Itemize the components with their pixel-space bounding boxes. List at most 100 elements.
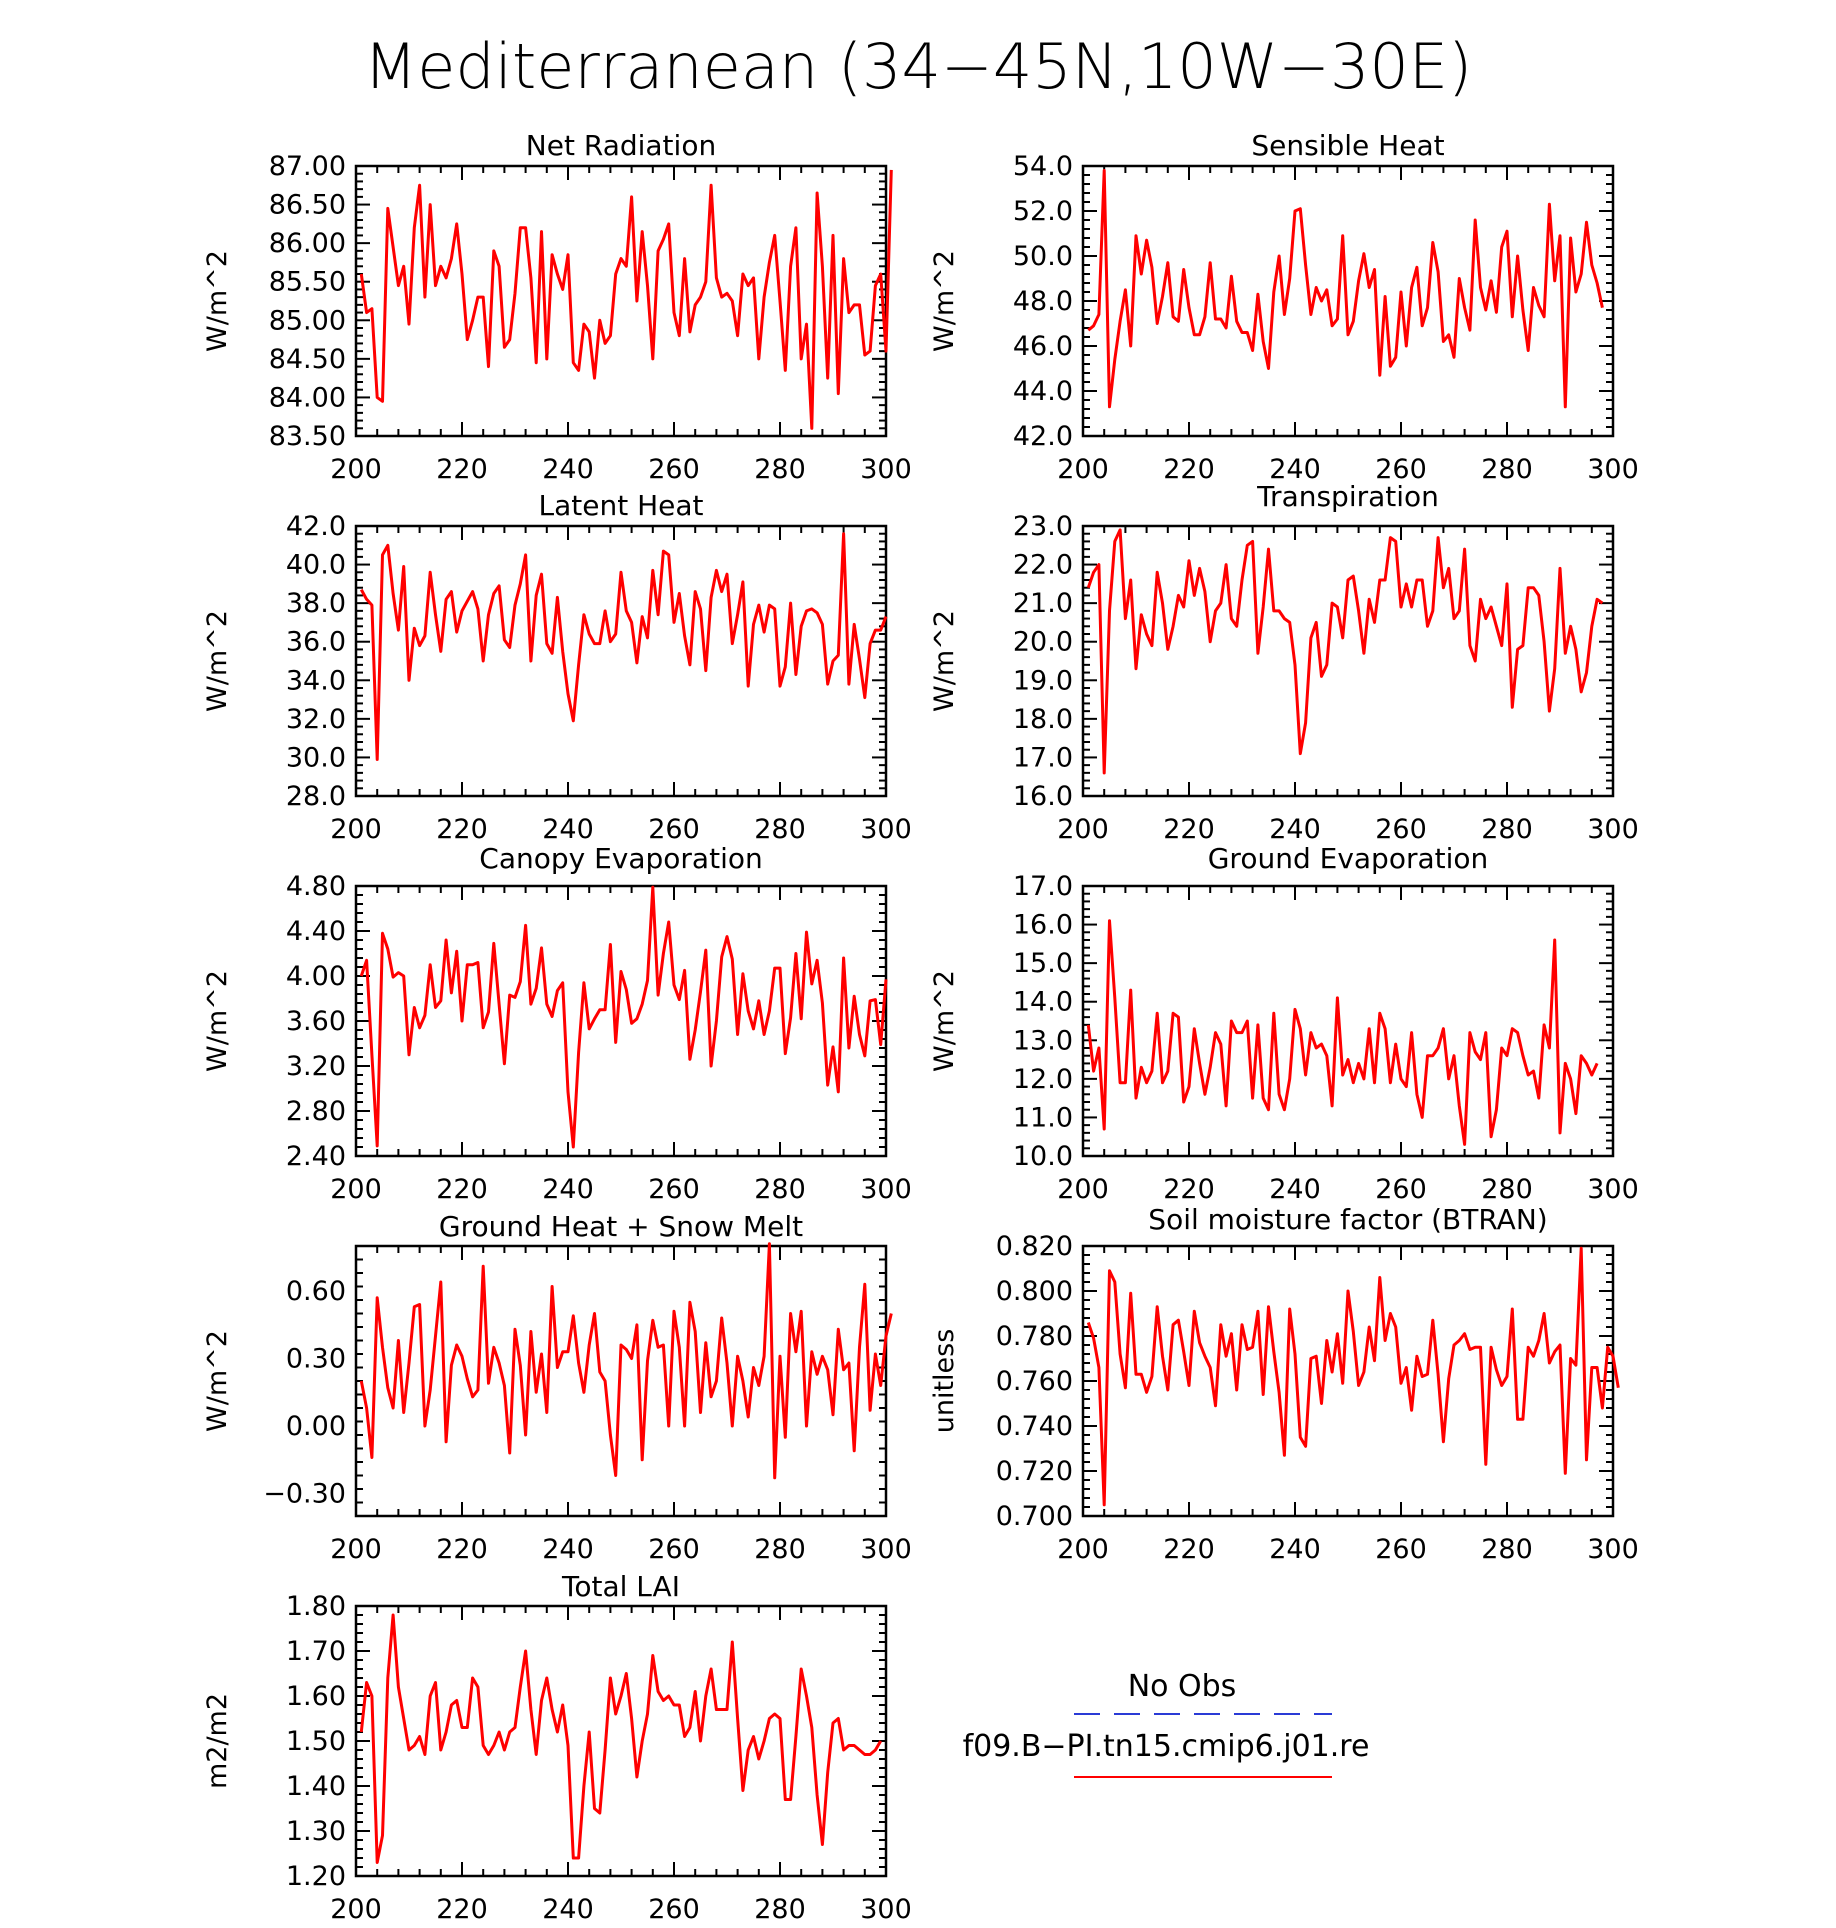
chart-panel: Soil moisture factor (BTRAN) 200 220 240 260…: [929, 1203, 1639, 1565]
y-tick-label: 3.60: [286, 1006, 346, 1037]
y-tick-label: 46.0: [1013, 331, 1073, 362]
x-tick-label: 300: [860, 454, 912, 485]
y-tick-label: 17.0: [1013, 871, 1073, 902]
x-tick-label: 240: [1269, 454, 1321, 485]
x-tick-label: 280: [1481, 1174, 1533, 1205]
x-tick-label: 260: [1375, 1534, 1427, 1565]
y-tick-label: 3.20: [286, 1051, 346, 1082]
x-tick-label: 280: [754, 1894, 806, 1925]
y-tick-label: 18.0: [1013, 704, 1073, 735]
y-tick-label: 2.40: [286, 1141, 346, 1172]
x-tick-label: 200: [1057, 1534, 1109, 1565]
y-tick-label: 44.0: [1013, 376, 1073, 407]
y-axis-label: W/m^2: [202, 610, 233, 712]
y-tick-label: 2.80: [286, 1096, 346, 1127]
y-tick-label: 22.0: [1013, 550, 1073, 581]
legend-label-model-run: f09.B−PI.tn15.cmip6.j01.re: [963, 1729, 1370, 1764]
page-title: Mediterranean (34−45N,10W−30E): [364, 30, 1473, 103]
x-tick-label: 220: [1163, 1174, 1215, 1205]
y-tick-label: 0.30: [286, 1344, 346, 1375]
x-tick-label: 300: [1587, 1174, 1639, 1205]
y-axis-label: W/m^2: [929, 610, 960, 712]
plot-frame: [1081, 884, 1615, 1158]
x-tick-label: 240: [1269, 1174, 1321, 1205]
series-line: [359, 1242, 893, 1480]
x-tick-label: 220: [436, 454, 488, 485]
y-tick-label: 84.00: [269, 382, 346, 413]
y-axis-label: W/m^2: [929, 970, 960, 1072]
y-tick-label: 1.60: [286, 1681, 346, 1712]
series-line: [1086, 919, 1599, 1146]
plot-frame: [1081, 1244, 1615, 1518]
chart-panel: Ground Heat + Snow Melt 200 220 240 260 280 30…: [202, 1210, 912, 1565]
y-tick-label: 50.0: [1013, 241, 1073, 272]
x-tick-label: 240: [542, 454, 594, 485]
x-tick-label: 280: [1481, 1534, 1533, 1565]
y-tick-label: 28.0: [286, 781, 346, 812]
chart-panel: Net Radiation 200 220 240 260 280 300 83.50 84.0…: [202, 129, 912, 485]
x-tick-label: 260: [1375, 1174, 1427, 1205]
panel-title: Transpiration: [1256, 480, 1439, 513]
y-tick-label: 1.50: [286, 1726, 346, 1757]
y-tick-label: 1.80: [286, 1591, 346, 1622]
y-tick-label: 16.0: [1013, 910, 1073, 941]
x-tick-label: 300: [1587, 1534, 1639, 1565]
x-tick-label: 240: [542, 814, 594, 845]
x-tick-label: 220: [436, 1894, 488, 1925]
chart-panel: Canopy Evaporation 200 220 240 260 280 300 2.40…: [202, 842, 912, 1205]
y-tick-label: 0.740: [996, 1411, 1073, 1442]
x-tick-label: 220: [436, 814, 488, 845]
plot-frame: [1081, 524, 1615, 798]
y-axis-label: W/m^2: [202, 250, 233, 352]
x-tick-label: 300: [860, 1894, 912, 1925]
y-tick-label: 0.800: [996, 1276, 1073, 1307]
x-tick-label: 280: [754, 814, 806, 845]
panel-title: Total LAI: [561, 1570, 680, 1603]
y-tick-label: 11.0: [1013, 1102, 1073, 1133]
x-tick-label: 260: [1375, 814, 1427, 845]
x-tick-label: 300: [860, 1174, 912, 1205]
y-tick-label: 0.760: [996, 1366, 1073, 1397]
y-tick-label: 0.720: [996, 1456, 1073, 1487]
panel-title: Ground Heat + Snow Melt: [439, 1210, 803, 1243]
y-tick-label: 34.0: [286, 665, 346, 696]
series-line: [1086, 1246, 1620, 1507]
x-tick-label: 280: [1481, 814, 1533, 845]
x-tick-label: 300: [860, 814, 912, 845]
y-tick-label: 52.0: [1013, 196, 1073, 227]
y-tick-label: 83.50: [269, 421, 346, 452]
panel-title: Canopy Evaporation: [479, 842, 762, 875]
chart-panels: Net Radiation 200 220 240 260 280 300 83.50 84.0…: [202, 129, 1639, 1925]
y-tick-label: 10.0: [1013, 1141, 1073, 1172]
y-tick-label: 14.0: [1013, 987, 1073, 1018]
series-line: [1086, 528, 1604, 775]
series-line: [1087, 169, 1604, 409]
y-tick-label: 86.00: [269, 228, 346, 259]
x-tick-label: 200: [1057, 1174, 1109, 1205]
legend: No Obs f09.B−PI.tn15.cmip6.j01.re: [963, 1669, 1370, 1778]
y-tick-label: 0.700: [996, 1501, 1073, 1532]
x-tick-label: 280: [1481, 454, 1533, 485]
y-tick-label: 1.20: [286, 1861, 346, 1892]
x-tick-label: 240: [542, 1534, 594, 1565]
series-line: [359, 169, 893, 430]
x-tick-label: 220: [436, 1174, 488, 1205]
x-tick-label: 200: [330, 1894, 382, 1925]
x-tick-label: 200: [330, 1534, 382, 1565]
x-tick-label: 280: [754, 1174, 806, 1205]
legend-label-no-obs: No Obs: [1128, 1669, 1237, 1704]
y-tick-label: 1.40: [286, 1771, 346, 1802]
y-tick-label: 84.50: [269, 344, 346, 375]
x-tick-label: 300: [1587, 814, 1639, 845]
x-tick-label: 220: [1163, 454, 1215, 485]
x-tick-label: 220: [436, 1534, 488, 1565]
chart-panel: Latent Heat 200 220 240 260 280 300 28.0 30.0 32.…: [202, 489, 912, 845]
y-tick-label: 4.00: [286, 961, 346, 992]
x-tick-label: 220: [1163, 814, 1215, 845]
x-tick-label: 260: [1375, 454, 1427, 485]
x-tick-label: 280: [754, 454, 806, 485]
x-tick-label: 240: [1269, 1534, 1321, 1565]
y-tick-label: 23.0: [1013, 511, 1073, 542]
chart-panel: Ground Evaporation 200 220 240 260 280 300 10.0…: [929, 842, 1639, 1205]
